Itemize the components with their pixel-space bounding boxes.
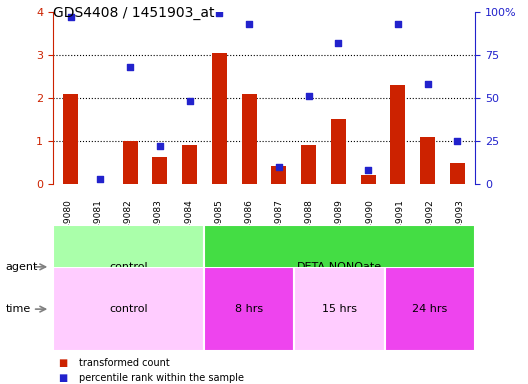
Text: GSM549083: GSM549083 (154, 199, 163, 254)
Text: GSM549090: GSM549090 (365, 199, 374, 254)
Bar (294, 267, 385, 351)
Text: ■: ■ (58, 373, 68, 383)
Point (394, 20, 402, 27)
Text: transformed count: transformed count (79, 358, 170, 368)
Bar (122, 141, 138, 184)
Text: control: control (109, 304, 147, 314)
Text: GSM549085: GSM549085 (214, 199, 223, 254)
Text: agent: agent (5, 262, 37, 272)
Point (215, 10, 223, 16)
Point (156, 143, 164, 149)
Point (126, 64, 134, 70)
Text: percentile rank within the sample: percentile rank within the sample (79, 373, 244, 383)
Text: 15 hrs: 15 hrs (322, 304, 357, 314)
Point (334, 40, 343, 46)
Text: ■: ■ (58, 358, 68, 368)
Text: GSM549081: GSM549081 (93, 199, 102, 254)
Point (423, 81, 432, 87)
Point (67, 13, 75, 20)
Point (96, 176, 105, 182)
Text: GSM549093: GSM549093 (456, 199, 465, 254)
Text: 24 hrs: 24 hrs (412, 304, 448, 314)
Point (185, 98, 194, 104)
Point (453, 138, 461, 144)
Point (305, 93, 313, 99)
Text: time: time (5, 304, 31, 314)
Text: GSM549086: GSM549086 (244, 199, 253, 254)
Bar (212, 53, 227, 184)
Bar (204, 267, 294, 351)
Bar (331, 119, 346, 184)
Bar (182, 146, 197, 184)
Text: GSM549080: GSM549080 (63, 199, 72, 254)
Text: control: control (109, 262, 147, 272)
Text: GSM549087: GSM549087 (275, 199, 284, 254)
Text: 8 hrs: 8 hrs (235, 304, 263, 314)
Point (245, 20, 253, 27)
Bar (420, 137, 435, 184)
Bar (242, 94, 257, 184)
Bar (53, 267, 204, 351)
Bar (53, 225, 204, 309)
Bar (450, 163, 465, 184)
Text: GSM549091: GSM549091 (395, 199, 404, 254)
Text: GSM549089: GSM549089 (335, 199, 344, 254)
Text: GSM549084: GSM549084 (184, 199, 193, 254)
Bar (385, 267, 475, 351)
Bar (153, 157, 167, 184)
Text: GSM549092: GSM549092 (426, 199, 435, 254)
Text: GDS4408 / 1451903_at: GDS4408 / 1451903_at (53, 6, 214, 20)
Point (364, 167, 372, 174)
Point (275, 164, 283, 170)
Text: GSM549082: GSM549082 (124, 199, 133, 254)
Bar (204, 225, 475, 309)
Bar (271, 166, 286, 184)
Text: GSM549088: GSM549088 (305, 199, 314, 254)
Bar (390, 85, 406, 184)
Text: DETA-NONOate: DETA-NONOate (297, 262, 382, 272)
Bar (301, 146, 316, 184)
Bar (361, 175, 375, 184)
Bar (63, 94, 78, 184)
